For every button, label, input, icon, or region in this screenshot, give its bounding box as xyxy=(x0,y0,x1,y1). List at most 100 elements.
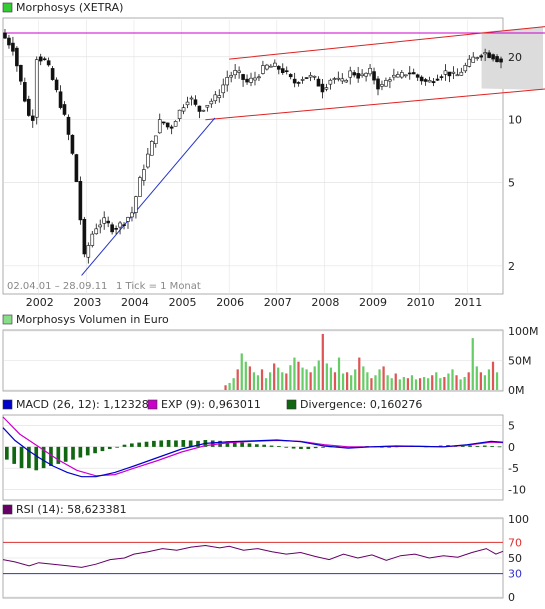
candle-body xyxy=(332,78,337,80)
volume-bar xyxy=(248,366,251,390)
candle-body xyxy=(443,70,448,75)
rsi-y-ticks: 100 70 50 30 0 xyxy=(508,513,529,604)
candle-body xyxy=(376,78,380,90)
candle-body xyxy=(427,80,432,83)
candle-body xyxy=(344,80,349,83)
volume-bar xyxy=(455,375,458,390)
channel-upper-line xyxy=(229,26,545,60)
divergence-bar xyxy=(93,446,97,454)
volume-bar xyxy=(378,369,381,390)
candle-body xyxy=(364,72,368,77)
candle-body xyxy=(324,87,329,90)
candle-body xyxy=(431,81,436,84)
candle-body xyxy=(66,116,71,135)
candle-body xyxy=(23,82,27,102)
price-y-tick-label: 20 xyxy=(508,51,522,64)
candle-body xyxy=(403,74,408,77)
divergence-bar xyxy=(5,446,9,460)
rsi-line xyxy=(2,544,504,568)
candle-body xyxy=(82,218,87,255)
volume-bar xyxy=(483,375,487,390)
divergence-bar xyxy=(490,445,494,447)
volume-bar xyxy=(256,375,260,390)
volume-bar xyxy=(281,372,284,390)
candle-body xyxy=(352,72,356,76)
volume-title: Morphosys Volumen in Euro xyxy=(16,313,169,326)
candle-body xyxy=(229,75,233,78)
candle-body xyxy=(122,224,126,226)
candle-body xyxy=(15,47,19,67)
date-range: 02.04.01 – 28.09.11 xyxy=(7,281,107,292)
candle-body xyxy=(118,222,122,228)
candle-body xyxy=(435,78,440,81)
divergence-bar xyxy=(152,440,156,447)
volume-bar xyxy=(435,372,438,390)
volume-bar xyxy=(451,369,454,390)
candle-body xyxy=(237,70,241,73)
volume-bar xyxy=(228,382,231,390)
candle-body xyxy=(181,107,186,112)
divergence-bar xyxy=(482,445,487,447)
volume-bar xyxy=(224,385,227,390)
volume-y-ticks: 100M 50M 0M xyxy=(508,325,539,397)
candle-body xyxy=(177,109,182,119)
candle-body xyxy=(161,121,166,124)
divergence-bar xyxy=(299,446,303,449)
price-y-tick-label: 5 xyxy=(508,177,515,190)
volume-bar xyxy=(305,369,308,390)
rsi-panel: RSI (14): 58,623381 100 70 50 30 0 xyxy=(2,503,529,604)
divergence-bar xyxy=(130,443,134,447)
volume-bar xyxy=(366,372,369,390)
candle-body xyxy=(491,54,495,60)
divergence-bar xyxy=(56,446,61,464)
volume-bar xyxy=(333,372,337,390)
divergence-bar xyxy=(284,446,289,448)
candle-body xyxy=(213,94,218,102)
candle-body xyxy=(261,65,265,74)
candle-body xyxy=(142,169,146,181)
candle-body xyxy=(380,84,384,87)
candle-body xyxy=(42,58,47,61)
price-candles xyxy=(3,29,503,264)
volume-bar xyxy=(236,369,239,390)
candle-body xyxy=(396,74,400,78)
candle-body xyxy=(34,59,39,118)
volume-bar xyxy=(414,379,418,390)
candle-body xyxy=(356,73,360,79)
candle-body xyxy=(70,134,75,154)
candle-body xyxy=(499,58,503,63)
volume-bar xyxy=(382,366,385,390)
divergence-bar xyxy=(12,446,17,464)
divergence-bar xyxy=(71,446,75,460)
price-x-tick-label: 2007 xyxy=(264,296,292,309)
volume-bar xyxy=(244,361,247,390)
candle-body xyxy=(38,56,43,62)
candle-body xyxy=(11,42,15,52)
volume-bar xyxy=(374,375,377,390)
candle-body xyxy=(269,65,273,68)
candle-body xyxy=(447,71,452,77)
candle-body xyxy=(348,70,353,78)
candle-body xyxy=(126,217,130,222)
candle-body xyxy=(197,105,202,112)
divergence-bar xyxy=(174,440,178,447)
divergence-bar xyxy=(291,446,296,449)
volume-bar xyxy=(370,378,373,390)
candle-body xyxy=(62,104,67,115)
candle-body xyxy=(249,77,253,83)
title-marker xyxy=(2,2,13,13)
candle-body xyxy=(26,98,31,116)
volume-bar xyxy=(398,379,401,390)
candle-body xyxy=(415,74,420,78)
candle-body xyxy=(169,126,174,129)
exp-marker xyxy=(147,399,158,410)
candle-body xyxy=(392,74,396,78)
macd-y-tick-label: -5 xyxy=(508,462,519,475)
volume-bar xyxy=(402,377,405,390)
volume-bar xyxy=(301,367,304,390)
rsi-label: RSI (14): 58,623381 xyxy=(16,503,127,516)
volume-bar xyxy=(459,379,462,390)
price-x-tick-label: 2006 xyxy=(216,296,244,309)
price-panel: Morphosys (XETRA) 2 5 10 20 02.04.01 – 28.0… xyxy=(2,1,545,309)
